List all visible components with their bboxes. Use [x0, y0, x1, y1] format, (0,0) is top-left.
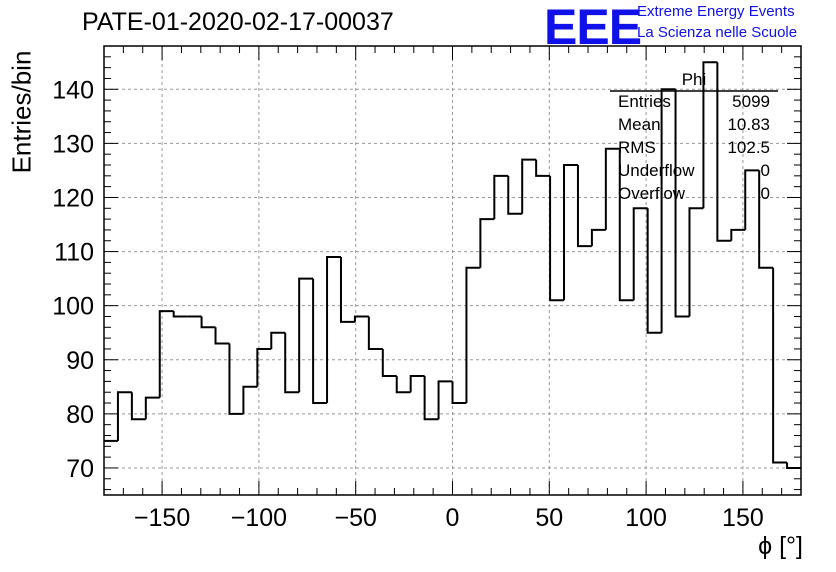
- histogram-bin: [395, 375, 411, 394]
- histogram-bin: [451, 381, 467, 405]
- histogram-bin: [256, 347, 272, 387]
- x-axis-label: ϕ [°]: [758, 532, 803, 560]
- y-tick-label: 90: [66, 347, 94, 375]
- histogram-bin: [284, 332, 300, 394]
- histogram-bin: [744, 169, 760, 230]
- stats-row-mean: Mean 10.83: [618, 115, 770, 137]
- histogram-bin: [660, 88, 676, 333]
- histogram-bin: [130, 392, 146, 421]
- histogram-bin: [200, 316, 216, 329]
- histogram-bin: [772, 267, 788, 464]
- histogram-bin: [646, 208, 662, 334]
- histogram-bin: [674, 89, 690, 318]
- y-tick-label: 120: [52, 184, 94, 212]
- eee-logo: EEE: [544, 0, 642, 55]
- histogram-bin: [144, 396, 160, 420]
- stats-row-overflow: Overflow 0: [618, 184, 770, 206]
- x-tick-label: 50: [535, 504, 563, 532]
- histogram-bin: [242, 385, 258, 414]
- histogram-bin: [465, 266, 481, 404]
- histogram-bin: [604, 147, 620, 230]
- histogram-bin: [535, 159, 551, 177]
- chart-title: PATE-01-2020-02-17-00037: [82, 8, 394, 36]
- histogram-bin: [507, 175, 523, 215]
- stats-label: Entries: [618, 92, 671, 111]
- histogram-bin: [479, 218, 495, 268]
- histogram-bin: [367, 316, 383, 350]
- histogram-bin: [312, 278, 328, 405]
- stats-label: Mean: [618, 115, 661, 134]
- org-name-line2: La Scienza nelle Scuole: [637, 24, 798, 41]
- histogram-bin: [618, 148, 634, 302]
- histogram-bin: [172, 311, 188, 318]
- histogram-bin: [549, 175, 565, 302]
- histogram-bin: [409, 374, 425, 393]
- stats-value: 0: [760, 184, 770, 203]
- histogram-bin: [437, 380, 453, 420]
- histogram-bin: [339, 256, 355, 323]
- y-tick-label: 130: [52, 130, 94, 158]
- histogram-bin: [423, 375, 439, 421]
- y-tick-label: 80: [66, 401, 94, 429]
- stats-value: 102.5: [727, 138, 770, 157]
- y-tick-label: 110: [54, 239, 94, 267]
- histogram-bin: [702, 61, 718, 209]
- histogram-bin: [521, 158, 537, 214]
- histogram-bin: [214, 327, 230, 345]
- stats-value: 0: [760, 161, 770, 180]
- histogram-bin: [326, 255, 341, 404]
- histogram-bin: [576, 165, 592, 248]
- stats-row-entries: Entries 5099: [618, 92, 770, 114]
- histogram-bin: [786, 462, 801, 469]
- stats-label: Underflow: [618, 161, 695, 180]
- stats-title: Phi: [681, 70, 707, 89]
- stats-label: RMS: [618, 138, 656, 157]
- stats-label: Overflow: [618, 184, 686, 203]
- x-tick-label: 150: [722, 504, 764, 532]
- histogram-bin: [116, 391, 132, 441]
- histogram-bin: [381, 348, 397, 377]
- x-tick-label: −150: [134, 504, 190, 532]
- histogram-bin: [158, 310, 174, 398]
- x-tick-label: −50: [334, 504, 376, 532]
- histogram-bin: [493, 174, 509, 220]
- x-tick-label: 0: [446, 504, 460, 532]
- stats-row-underflow: Underflow 0: [618, 161, 770, 183]
- x-tick-label: 100: [625, 504, 667, 532]
- histogram-bin: [688, 207, 704, 317]
- histogram-bin: [590, 228, 606, 247]
- y-axis-label: Entries/bin: [6, 50, 37, 174]
- histogram-bin: [563, 164, 578, 301]
- histogram-bin: [298, 277, 314, 393]
- x-tick-label: −100: [231, 504, 287, 532]
- histogram-bin: [758, 170, 774, 269]
- stats-row-rms: RMS 102.5: [618, 138, 770, 160]
- stats-value: 5099: [732, 92, 770, 111]
- y-tick-label: 100: [52, 293, 94, 321]
- histogram-bin: [716, 62, 732, 242]
- histogram-bin: [270, 331, 286, 349]
- histogram-bin: [632, 207, 648, 301]
- histogram-bin: [353, 315, 369, 322]
- histogram-bin: [730, 228, 746, 241]
- y-tick-label: 140: [52, 76, 94, 104]
- stats-value: 10.83: [727, 115, 770, 134]
- histogram-bin: [228, 343, 244, 415]
- y-tick-label: 70: [66, 455, 94, 483]
- org-name-line1: Extreme Energy Events: [637, 3, 795, 20]
